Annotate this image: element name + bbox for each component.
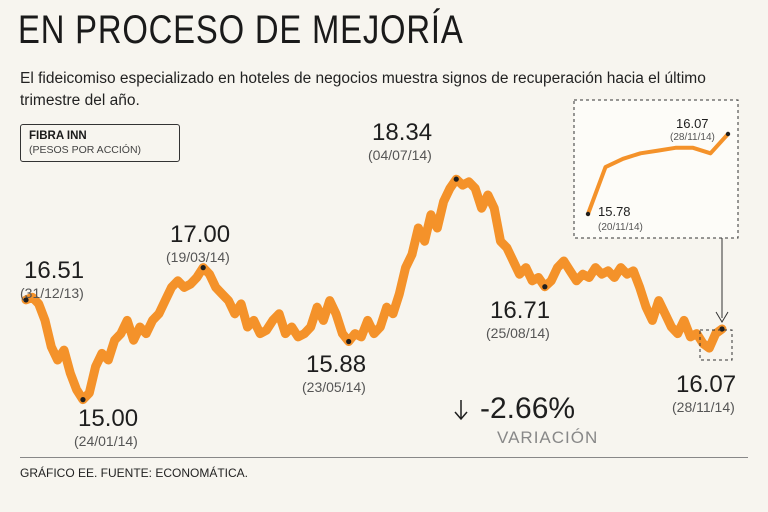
inset-start-date: (20/11/14) <box>598 222 643 233</box>
data-label-value: 16.51 <box>24 257 84 284</box>
data-point-marker <box>719 326 725 332</box>
legend-box: FIBRA INN (PESOS POR ACCIÓN) <box>20 124 180 162</box>
inset-start-value: 15.78 <box>598 204 631 219</box>
data-point-marker <box>542 284 548 290</box>
data-point-marker <box>80 397 86 403</box>
inset-end-value: 16.07 <box>676 116 709 131</box>
series-layer <box>21 174 727 405</box>
inset-start-marker <box>585 211 591 217</box>
data-label-date: (23/05/14) <box>302 379 366 395</box>
inset-end-marker <box>725 131 731 137</box>
page-subtitle: El fideicomiso especializado en hoteles … <box>20 70 706 109</box>
page-title: EN PROCESO DE MEJORÍA <box>18 8 464 52</box>
data-label-value: 17.00 <box>170 221 230 248</box>
data-label-value: 16.71 <box>490 297 550 324</box>
down-arrow-head-icon <box>454 411 468 421</box>
label-layer: 16.51(31/12/13) 15.00(24/01/14) 17.00(19/0… <box>20 119 736 449</box>
inset-source-box <box>699 329 733 361</box>
data-label-value: 15.00 <box>78 405 138 432</box>
data-label-date: (25/08/14) <box>486 325 550 341</box>
data-label-date: (31/12/13) <box>20 285 84 301</box>
legend-unit: (PESOS POR ACCIÓN) <box>29 144 142 156</box>
inset-end-date: (28/11/14) <box>670 132 715 143</box>
data-label-date: (19/03/14) <box>166 249 230 265</box>
variation-value: -2.66% <box>480 392 575 425</box>
series-line <box>21 174 727 405</box>
data-point-marker <box>346 338 352 345</box>
data-label-date: (28/11/14) <box>672 399 735 415</box>
data-label-value: 15.88 <box>306 351 366 378</box>
inset-series-line <box>586 132 730 216</box>
variation-layer: -2.66% VARIACIÓN <box>454 392 598 447</box>
data-label-date: (04/07/14) <box>368 147 432 163</box>
data-label-value: 18.34 <box>372 119 432 146</box>
variation-label: VARIACIÓN <box>497 428 598 447</box>
source-note: GRÁFICO EE. FUENTE: ECONOMÁTICA. <box>20 466 249 480</box>
data-point-marker <box>23 297 29 303</box>
legend-series-name: FIBRA INN <box>29 130 87 142</box>
data-point-marker <box>453 176 459 182</box>
inset-layer: 15.78 (20/11/14) 16.07(28/11/14) <box>573 99 739 361</box>
marker-layer <box>23 176 725 403</box>
footer-divider <box>20 457 748 458</box>
inset-connector-arrow <box>715 311 729 323</box>
data-point-marker <box>200 265 206 271</box>
data-label-value: 16.07 <box>676 371 736 398</box>
data-label-date: (24/01/14) <box>74 433 138 449</box>
inset-frame <box>573 99 739 239</box>
